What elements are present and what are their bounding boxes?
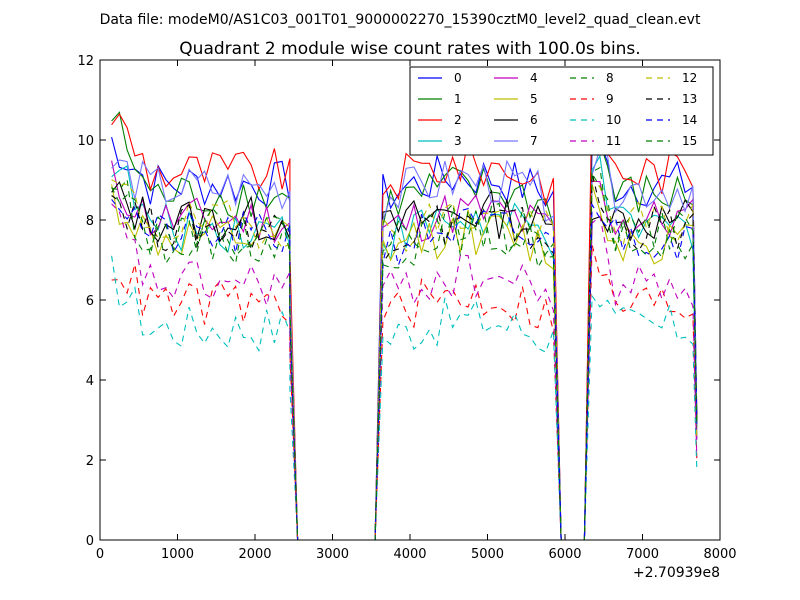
legend-label-7: 7 [530,134,538,148]
legend-label-0: 0 [454,71,462,85]
series-line-1 [111,107,698,541]
series-line-8 [111,171,698,541]
series-line-12 [111,176,698,541]
x-tick-label: 2000 [238,547,271,562]
series-line-10 [111,255,698,541]
x-tick-label: 6000 [548,547,581,562]
series-line-2 [111,90,698,541]
x-tick-label: 8000 [703,547,736,562]
x-tick-label: 3000 [316,547,349,562]
axis-ticks: 0 1000 2000 3000 4000 5000 6000 7000 80000246810… [77,54,736,562]
y-tick-label: 4 [86,374,94,389]
legend-frame [409,66,714,156]
chart-title: Quadrant 2 module wise count rates with … [179,39,640,59]
series-line-14 [111,199,698,541]
y-tick-label: 12 [77,54,94,69]
legend-label-6: 6 [530,113,538,127]
legend-label-5: 5 [530,92,538,106]
legend-label-13: 13 [682,92,697,106]
legend-label-10: 10 [606,113,621,127]
y-tick-label: 6 [86,294,94,309]
series-layer [111,90,698,541]
x-tick-label: 1000 [161,547,194,562]
legend-label-4: 4 [530,71,538,85]
x-offset-label: +2.70939e8 [633,565,720,581]
series-line-11 [111,203,698,541]
legend-label-15: 15 [682,134,697,148]
y-tick-label: 10 [77,134,94,149]
legend-label-9: 9 [606,92,614,106]
legend-label-14: 14 [682,113,697,127]
series-line-9 [111,244,698,541]
x-tick-label: 7000 [626,547,659,562]
series-line-7 [111,147,698,541]
legend-label-12: 12 [682,71,697,85]
y-tick-label: 2 [86,454,94,469]
legend-label-3: 3 [454,134,462,148]
x-tick-label: 0 [96,547,104,562]
series-line-13 [111,173,698,541]
legend-label-11: 11 [606,134,621,148]
legend-label-2: 2 [454,113,462,127]
x-tick-label: 4000 [393,547,426,562]
x-tick-label: 5000 [471,547,504,562]
series-line-4 [111,160,698,541]
legend-label-8: 8 [606,71,614,85]
y-tick-label: 8 [86,214,94,229]
y-tick-label: 0 [86,534,94,549]
legend-label-1: 1 [454,92,462,106]
data-file-caption: Data file: modeM0/AS1C03_001T01_90000022… [100,12,701,28]
